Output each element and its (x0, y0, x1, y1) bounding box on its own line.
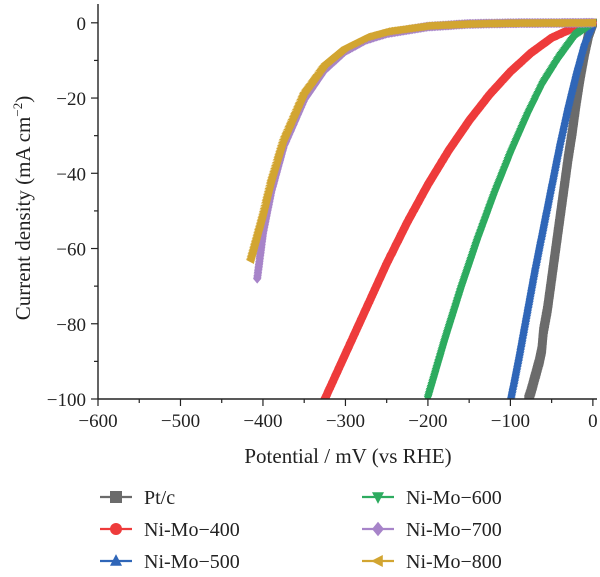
legend-label: Ni-Mo−600 (406, 487, 502, 509)
legend-item-3: Ni-Mo−600 (362, 487, 502, 509)
y-tick-label: −80 (56, 315, 86, 336)
y-tick-label: −100 (47, 390, 86, 411)
legend-label: Ni-Mo−700 (406, 519, 502, 541)
legend-item-2: Ni-Mo−500 (100, 551, 240, 573)
legend-item-4: Ni-Mo−700 (362, 519, 502, 541)
series-3-markers (423, 19, 597, 399)
legend-item-1: Ni-Mo−400 (100, 519, 240, 541)
y-tick-label: −20 (56, 89, 86, 110)
legend-item-5: Ni-Mo−800 (362, 551, 502, 573)
y-tick-label: 0 (77, 14, 87, 35)
series-4-markers (253, 17, 597, 284)
x-tick-label: −400 (243, 411, 282, 432)
series-2-markers (506, 17, 597, 399)
legend-marker (371, 555, 383, 567)
y-tick-label: −60 (56, 240, 86, 261)
legend-marker (110, 554, 122, 566)
y-axis-title-main: Current density (mA cm (11, 117, 35, 321)
legend-label: Ni-Mo−500 (144, 551, 240, 573)
y-axis-title-close: ) (11, 96, 35, 103)
plot-area (245, 17, 597, 399)
legend-marker (372, 521, 384, 537)
legend: Pt/c Ni-Mo−400 Ni-Mo−500 Ni-Mo−600 Ni-Mo−700… (100, 487, 502, 573)
legend-item-0: Pt/c (100, 487, 175, 509)
series-0-markers (524, 18, 597, 399)
x-tick-label: −100 (491, 411, 530, 432)
y-axis-title: Current density (mA cm−2) (10, 96, 35, 320)
legend-label: Ni-Mo−800 (406, 551, 502, 573)
series-1-markers (320, 18, 597, 399)
y-tick-label: −40 (56, 164, 86, 185)
x-tick-label: −300 (326, 411, 365, 432)
legend-marker (372, 492, 384, 504)
legend-label: Ni-Mo−400 (144, 519, 240, 541)
legend-label: Pt/c (144, 487, 175, 509)
x-tick-label: −500 (161, 411, 200, 432)
legend-marker (110, 491, 122, 503)
y-axis-title-superscript: −2 (10, 103, 25, 117)
legend-marker (110, 523, 122, 535)
x-tick-label: −600 (78, 411, 117, 432)
axes: −600 −500 −400 −300 −200 −100 0 0 −20 −40 −60 −80 −1… (47, 4, 598, 432)
x-tick-label: −200 (408, 411, 447, 432)
x-tick-label: 0 (588, 411, 598, 432)
x-axis-title: Potential / mV (vs RHE) (244, 444, 451, 468)
